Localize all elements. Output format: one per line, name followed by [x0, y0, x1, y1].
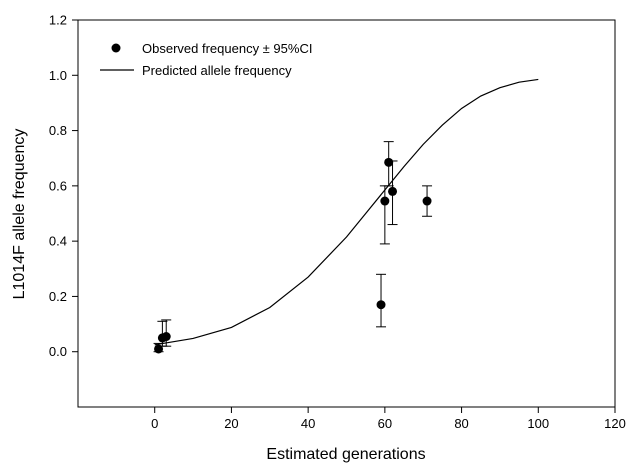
x-tick-label: 100	[527, 416, 549, 431]
plot-frame	[77, 19, 616, 408]
observed-points	[153, 141, 433, 354]
observed-point	[376, 300, 386, 310]
observed-point-group	[161, 319, 172, 347]
y-tick-label: 1.0	[49, 68, 67, 83]
legend: Observed frequency ± 95%CI Predicted all…	[100, 41, 312, 78]
observed-point	[161, 332, 171, 342]
observed-point-group	[153, 342, 164, 354]
y-tick-label: 0.2	[49, 289, 67, 304]
y-tick-label: 0.8	[49, 123, 67, 138]
x-tick-label: 0	[151, 416, 158, 431]
observed-point-group	[376, 273, 387, 328]
y-axis: 0.0 0.2 0.4 0.6 0.8 1.0 1.2	[49, 13, 78, 359]
x-axis: 0 20 40 60 80 100 120	[151, 407, 626, 431]
observed-point-group	[422, 185, 433, 217]
x-tick-label: 60	[378, 416, 392, 431]
y-tick-label: 1.2	[49, 13, 67, 28]
y-tick-label: 0.6	[49, 178, 67, 193]
legend-marker-observed	[111, 43, 121, 53]
y-tick-label: 0.4	[49, 234, 67, 249]
observed-point-group	[387, 160, 398, 226]
y-axis-label: L1014F allele frequency	[11, 129, 28, 300]
observed-point-group	[379, 185, 390, 245]
x-tick-label: 80	[454, 416, 468, 431]
legend-label-predicted: Predicted allele frequency	[142, 63, 292, 78]
predicted-allele-frequency-line	[154, 78, 539, 346]
observed-point	[154, 344, 164, 354]
observed-point	[388, 186, 398, 196]
x-tick-label: 40	[301, 416, 315, 431]
observed-point	[380, 196, 390, 206]
x-tick-label: 120	[604, 416, 626, 431]
legend-label-observed: Observed frequency ± 95%CI	[142, 41, 312, 56]
observed-point-group	[383, 141, 394, 187]
observed-point	[422, 196, 432, 206]
y-tick-label: 0.0	[49, 344, 67, 359]
x-tick-label: 20	[224, 416, 238, 431]
observed-point	[384, 157, 394, 167]
x-axis-label: Estimated generations	[266, 446, 425, 463]
